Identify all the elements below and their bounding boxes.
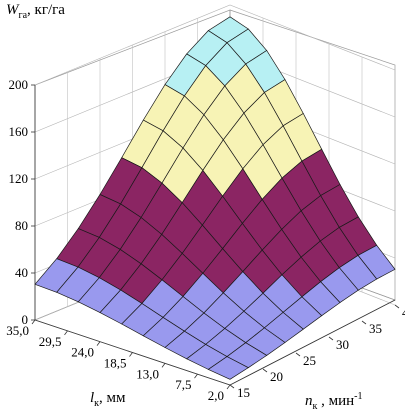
- surface-cell: [207, 356, 250, 380]
- l-tick-label: 18,5: [104, 356, 127, 371]
- z-tick-label: 200: [9, 77, 29, 92]
- n-tick-mark: [295, 352, 301, 357]
- z-axis-label: Wга, кг/га: [6, 2, 65, 21]
- l-tick-label: 2,0: [208, 388, 224, 403]
- z-tick-label: 40: [15, 265, 28, 280]
- z-tick-label: 160: [9, 124, 29, 139]
- l-tick-mark: [129, 352, 133, 357]
- l-tick-mark: [226, 384, 231, 390]
- l-axis-label: lк, мм: [90, 390, 126, 409]
- surface: [34, 16, 396, 380]
- l-tick-mark: [161, 363, 166, 368]
- n-tick-mark: [328, 336, 334, 341]
- l-axis-ticks: 35,0 29,5 24,0 18,5 13,0 7,5 2,0: [6, 319, 231, 403]
- l-tick-label: 13,0: [136, 366, 159, 381]
- n-axis-ticks: 15 20 25 30 35 40: [229, 304, 405, 400]
- n-tick-mark: [262, 368, 268, 373]
- n-tick-label: 15: [237, 385, 250, 400]
- l-tick-mark: [194, 373, 198, 379]
- l-tick-label: 24,0: [71, 345, 94, 360]
- l-tick-mark: [31, 319, 36, 325]
- z-tick-label: 120: [9, 171, 29, 186]
- n-tick-mark: [361, 320, 367, 325]
- z-tick-label: 80: [15, 218, 28, 233]
- l-tick-label: 29,5: [39, 334, 62, 349]
- n-tick-label: 20: [270, 369, 283, 384]
- n-axis-line: [229, 299, 396, 386]
- n-tick-label: 35: [369, 321, 382, 336]
- l-tick-mark: [96, 341, 101, 346]
- n-tick-label: 30: [336, 337, 349, 352]
- z-axis-ticks: 0 40 80 120 160 200: [9, 77, 35, 327]
- l-tick-label: 35,0: [6, 323, 29, 338]
- n-tick-mark: [229, 384, 235, 389]
- z-tick-label: 0: [22, 312, 29, 327]
- n-axis-label: nк , мин-1: [305, 391, 363, 412]
- n-tick-label: 25: [303, 353, 316, 368]
- n-tick-mark: [394, 304, 400, 309]
- n-tick-label: 40: [402, 305, 405, 320]
- l-tick-label: 7,5: [175, 377, 191, 392]
- l-tick-mark: [64, 330, 68, 336]
